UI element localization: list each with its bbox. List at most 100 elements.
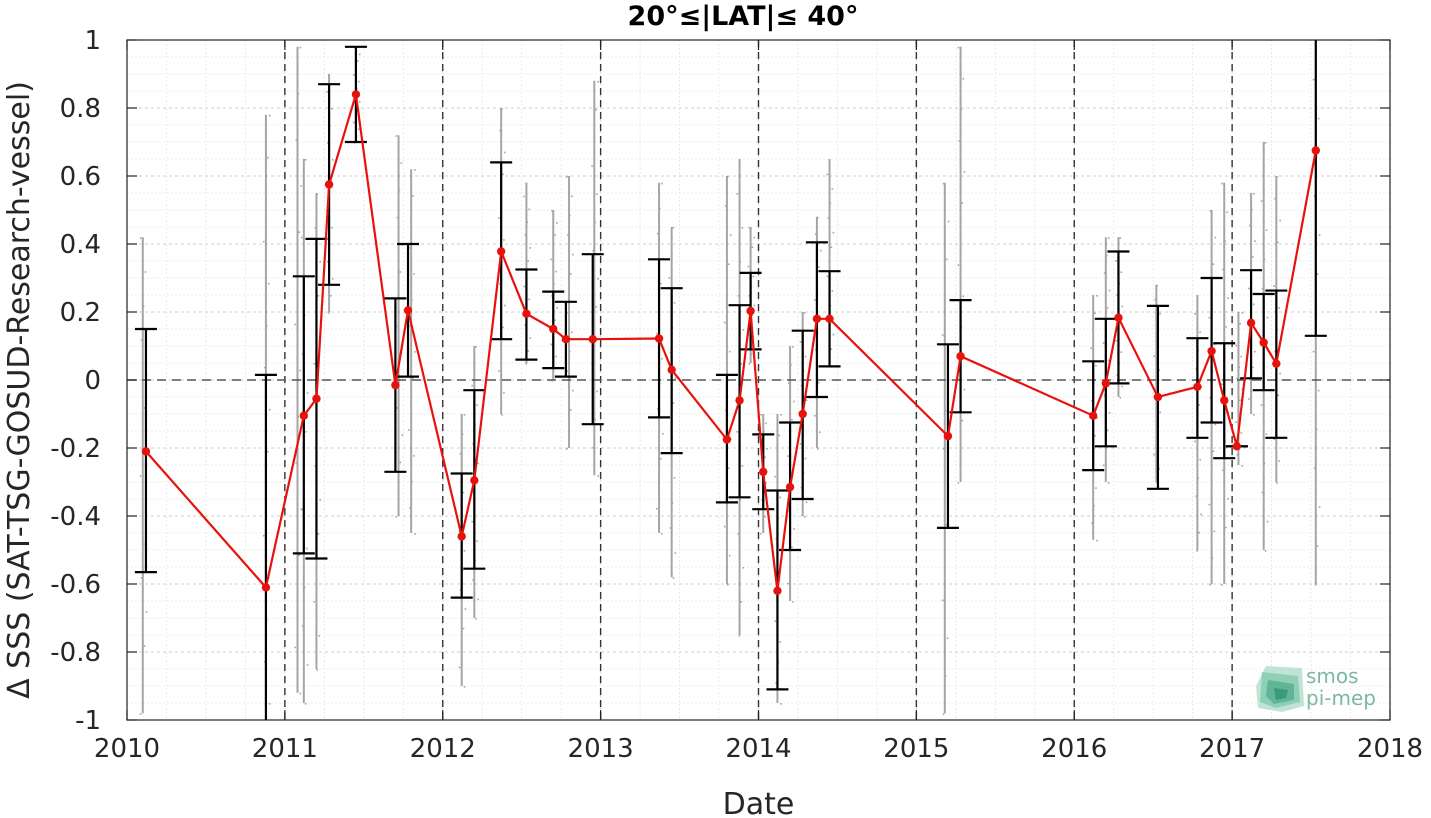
raw-observation-point bbox=[299, 46, 302, 49]
y-axis-label: Δ SSS (SAT-TSG-GOSUD-Research-vessel) bbox=[2, 81, 37, 699]
raw-observation-point bbox=[660, 457, 662, 460]
raw-observation-point bbox=[1159, 411, 1161, 414]
raw-observation-point bbox=[1094, 434, 1096, 437]
raw-observation-point bbox=[793, 400, 795, 403]
raw-observation-point bbox=[395, 516, 398, 518]
raw-observation-point bbox=[1120, 351, 1123, 353]
raw-observation-point bbox=[1091, 399, 1093, 402]
raw-observation-point bbox=[804, 457, 807, 460]
raw-observation-point bbox=[1158, 467, 1160, 470]
raw-observation-point bbox=[1237, 410, 1240, 412]
raw-observation-point bbox=[295, 462, 298, 464]
raw-observation-point bbox=[1313, 195, 1316, 198]
raw-observation-point bbox=[1274, 197, 1276, 200]
raw-observation-point bbox=[330, 295, 332, 297]
raw-observation-point bbox=[787, 582, 789, 585]
raw-observation-point bbox=[656, 507, 658, 510]
raw-observation-point bbox=[800, 486, 803, 489]
y-tick-label: -0.4 bbox=[50, 502, 101, 532]
data-point bbox=[1272, 359, 1281, 368]
raw-observation-point bbox=[817, 381, 820, 384]
raw-observation-point bbox=[412, 195, 414, 197]
raw-observation-point bbox=[805, 399, 808, 402]
raw-observation-point bbox=[944, 410, 947, 412]
data-point bbox=[1311, 146, 1320, 155]
raw-observation-point bbox=[502, 173, 504, 176]
x-tick-label: 2014 bbox=[725, 734, 791, 764]
tick-labels: 2010 2011 2012 2013 2014 2015 2016 2017 2018 -1 -0… bbox=[50, 26, 1423, 764]
raw-observation-point bbox=[1318, 506, 1321, 508]
raw-observation-point bbox=[352, 121, 355, 124]
series-median bbox=[141, 90, 1320, 595]
raw-observation-point bbox=[556, 222, 558, 224]
raw-observation-point bbox=[295, 139, 298, 141]
raw-observation-point bbox=[331, 227, 333, 229]
raw-observation-point bbox=[498, 370, 500, 372]
raw-observation-point bbox=[672, 227, 675, 229]
raw-observation-point bbox=[1208, 316, 1211, 319]
y-tick-label: 0 bbox=[84, 366, 101, 396]
x-tick-label: 2012 bbox=[410, 734, 476, 764]
raw-observation-point bbox=[1091, 522, 1093, 524]
raw-observation-point bbox=[142, 305, 145, 307]
raw-observation-point bbox=[1199, 458, 1201, 461]
raw-observation-point bbox=[296, 600, 299, 603]
raw-observation-point bbox=[958, 140, 961, 142]
raw-observation-point bbox=[1316, 545, 1319, 547]
raw-observation-point bbox=[571, 331, 573, 334]
raw-observation-point bbox=[398, 380, 401, 382]
raw-observation-point bbox=[524, 234, 527, 236]
raw-observation-point bbox=[1106, 307, 1109, 309]
raw-observation-point bbox=[499, 129, 501, 132]
raw-observation-point bbox=[726, 584, 729, 586]
raw-observation-point bbox=[1312, 350, 1315, 353]
raw-observation-point bbox=[523, 195, 526, 198]
raw-observation-point bbox=[571, 195, 573, 198]
raw-observation-point bbox=[1225, 326, 1227, 328]
raw-observation-point bbox=[749, 256, 752, 258]
raw-observation-point bbox=[313, 601, 316, 603]
raw-observation-point bbox=[314, 465, 317, 467]
raw-observation-point bbox=[1221, 584, 1223, 586]
raw-observation-point bbox=[1156, 284, 1158, 287]
raw-observation-point bbox=[961, 202, 964, 204]
x-tick-label: 2011 bbox=[252, 734, 318, 764]
raw-observation-point bbox=[592, 447, 594, 449]
raw-observation-point bbox=[1095, 487, 1097, 489]
raw-observation-point bbox=[551, 295, 553, 297]
raw-observation-point bbox=[828, 159, 831, 161]
raw-observation-point bbox=[1096, 539, 1098, 542]
raw-observation-point bbox=[1235, 421, 1238, 423]
raw-observation-point bbox=[673, 477, 676, 479]
raw-observation-point bbox=[1314, 584, 1317, 586]
raw-observation-point bbox=[597, 475, 599, 477]
raw-observation-point bbox=[959, 233, 962, 235]
raw-observation-point bbox=[1273, 285, 1275, 287]
raw-observation-point bbox=[753, 304, 756, 307]
raw-observation-point bbox=[1227, 297, 1229, 300]
data-point bbox=[324, 180, 334, 189]
raw-observation-point bbox=[764, 456, 766, 459]
raw-observation-point bbox=[316, 669, 319, 671]
raw-observation-point bbox=[799, 443, 802, 445]
raw-observation-point bbox=[945, 523, 948, 526]
raw-observation-point bbox=[943, 561, 946, 564]
raw-observation-point bbox=[738, 159, 741, 161]
raw-observation-point bbox=[572, 389, 574, 392]
raw-observation-point bbox=[739, 499, 742, 501]
y-tick-label: -0.8 bbox=[50, 638, 101, 668]
raw-observation-point bbox=[1096, 295, 1098, 297]
raw-observation-point bbox=[742, 567, 745, 569]
raw-observation-point bbox=[1208, 503, 1211, 506]
raw-observation-point bbox=[657, 232, 659, 235]
raw-observation-point bbox=[262, 534, 265, 537]
raw-observation-point bbox=[1313, 467, 1316, 470]
raw-observation-point bbox=[818, 431, 821, 434]
raw-observation-point bbox=[750, 353, 753, 355]
raw-observation-point bbox=[1318, 234, 1321, 236]
data-point bbox=[1101, 379, 1111, 388]
raw-observation-point bbox=[776, 455, 779, 457]
raw-observation-point bbox=[1121, 385, 1124, 388]
raw-observation-point bbox=[595, 306, 597, 308]
x-tick-label: 2015 bbox=[883, 734, 949, 764]
